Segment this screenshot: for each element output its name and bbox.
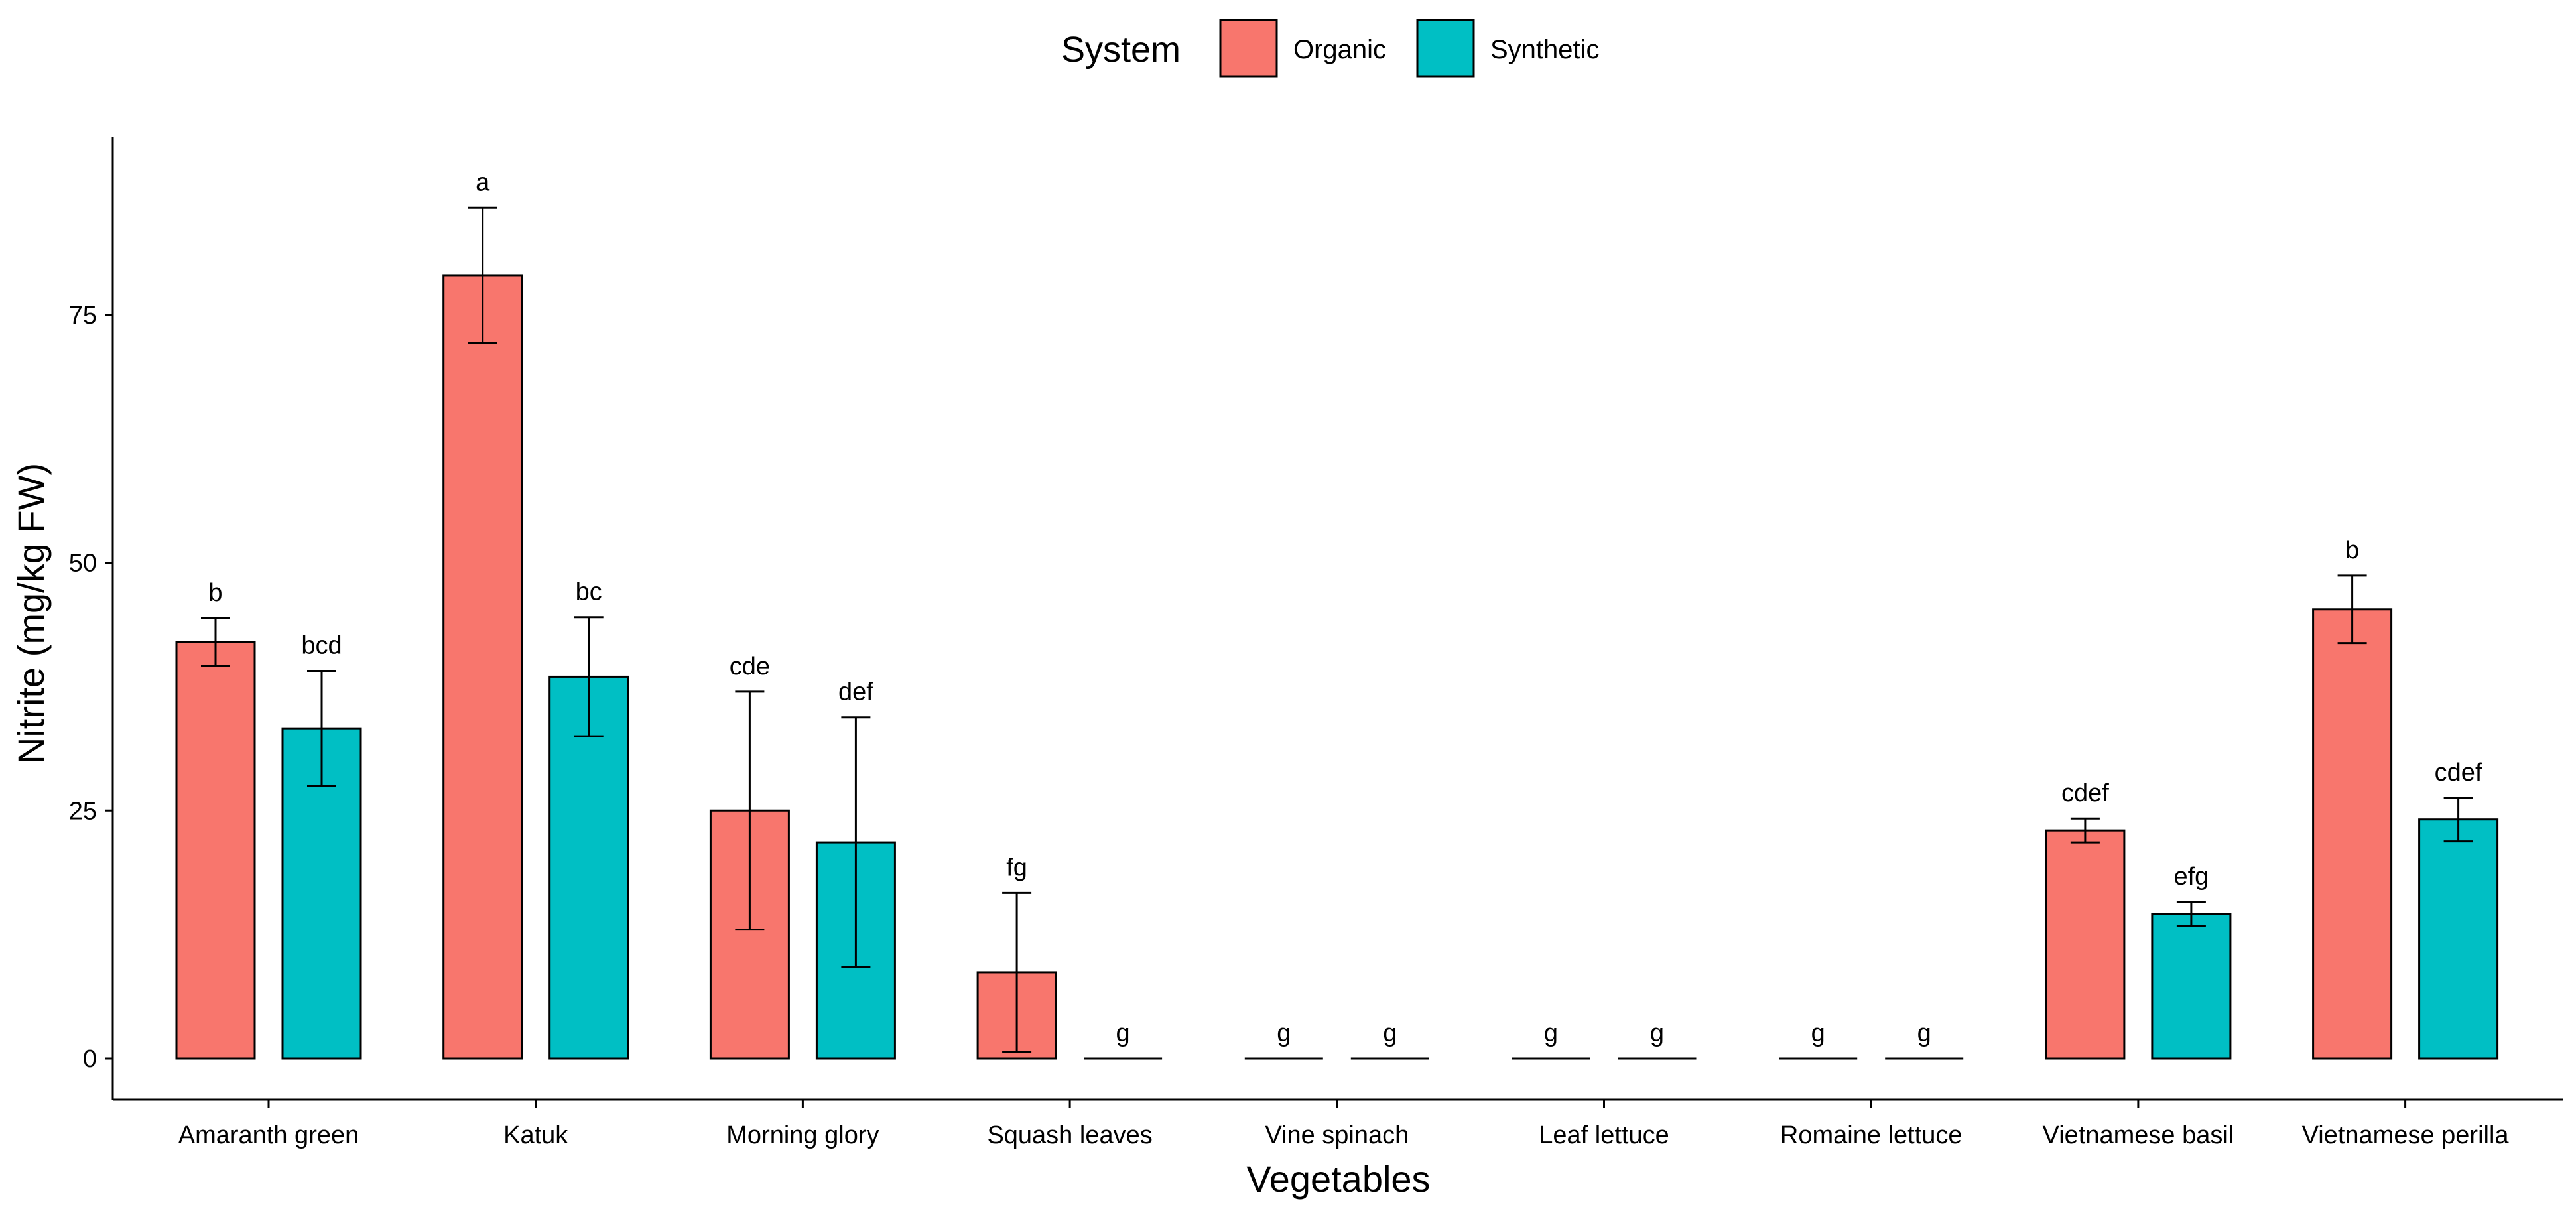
y-tick-label-0: 0 [83,1045,97,1073]
letter-organic-vine-spinach: g [1277,1019,1291,1047]
x-axis-ticks: Amaranth green Katuk Morning glory Squash l… [178,1100,2510,1149]
bar-organic-vietnamese-basil [2045,829,2126,1060]
letter-organic-romaine-lettuce: g [1811,1019,1825,1047]
y-tick-label-50: 50 [69,550,97,578]
letter-synthetic-vine-spinach: g [1383,1019,1397,1047]
errorbar-organic-amaranth-green [201,617,230,667]
x-tick-label-romaine-lettuce: Romaine lettuce [1780,1121,1963,1149]
letter-synthetic-romaine-lettuce: g [1917,1019,1931,1047]
letter-organic-vietnamese-perilla: b [2345,537,2359,564]
bar-organic-katuk [442,274,523,1060]
significance-letters: b a cde fg g g g cdef b bcd bc def g g g g efg cdef [208,168,2482,1047]
errorbar-organic-vietnamese-perilla [2337,574,2367,645]
bar-series [175,274,2499,1060]
legend-swatch-synthetic [1416,19,1475,78]
x-tick-label-squash-leaves: Squash leaves [987,1121,1152,1149]
letter-synthetic-leaf-lettuce: g [1650,1019,1664,1047]
letter-organic-amaranth-green: b [208,579,222,607]
letter-synthetic-katuk: bc [576,578,602,606]
errorbar-organic-katuk [468,206,497,344]
legend-label-organic: Organic [1293,35,1386,64]
legend-title: System [1061,30,1181,70]
letter-organic-katuk: a [476,168,490,196]
errorbar-synthetic-vietnamese-basil [2176,901,2206,927]
y-tick-label-25: 25 [69,797,97,825]
axes [111,137,2563,1101]
errorbar-synthetic-amaranth-green [307,669,336,787]
x-tick-label-amaranth-green: Amaranth green [178,1121,359,1149]
errorbar-organic-vietnamese-basil [2070,817,2100,844]
legend-label-synthetic: Synthetic [1490,35,1600,64]
error-bars [201,206,2473,1053]
letter-organic-morning-glory: cde [730,653,770,680]
y-axis-ticks: 0 25 50 75 [69,302,113,1073]
bar-synthetic-vietnamese-basil [2151,913,2232,1060]
y-axis-title: Nitrite (mg/kg FW) [10,463,52,764]
x-tick-label-vine-spinach: Vine spinach [1265,1121,1409,1149]
bar-synthetic-vietnamese-perilla [2418,818,2499,1060]
bar-synthetic-katuk [548,675,629,1060]
legend-swatch-organic [1219,19,1278,78]
letter-organic-squash-leaves: fg [1006,854,1027,881]
errorbar-organic-squash-leaves [1002,891,1032,1053]
x-tick-label-katuk: Katuk [503,1121,568,1149]
bar-organic-vietnamese-perilla [2312,608,2393,1060]
legend: System Organic Synthetic [1061,19,1600,78]
y-tick-label-75: 75 [69,302,97,330]
x-tick-label-leaf-lettuce: Leaf lettuce [1539,1121,1669,1149]
x-tick-label-vietnamese-perilla: Vietnamese perilla [2302,1121,2510,1149]
x-tick-label-morning-glory: Morning glory [726,1121,879,1149]
letter-synthetic-squash-leaves: g [1116,1019,1130,1047]
x-tick-label-vietnamese-basil: Vietnamese basil [2043,1121,2234,1149]
bar-organic-amaranth-green [175,641,256,1060]
x-axis-title: Vegetables [1246,1158,1430,1200]
letter-synthetic-amaranth-green: bcd [301,631,342,659]
errorbar-synthetic-vietnamese-perilla [2443,797,2473,843]
errorbar-synthetic-katuk [574,616,604,737]
letter-organic-leaf-lettuce: g [1544,1019,1558,1047]
letter-synthetic-vietnamese-perilla: cdef [2435,759,2482,787]
letter-synthetic-morning-glory: def [838,678,873,706]
errorbar-organic-morning-glory [735,690,765,931]
errorbar-synthetic-morning-glory [841,716,871,968]
letter-synthetic-vietnamese-basil: efg [2173,863,2209,891]
letter-organic-vietnamese-basil: cdef [2061,779,2109,807]
